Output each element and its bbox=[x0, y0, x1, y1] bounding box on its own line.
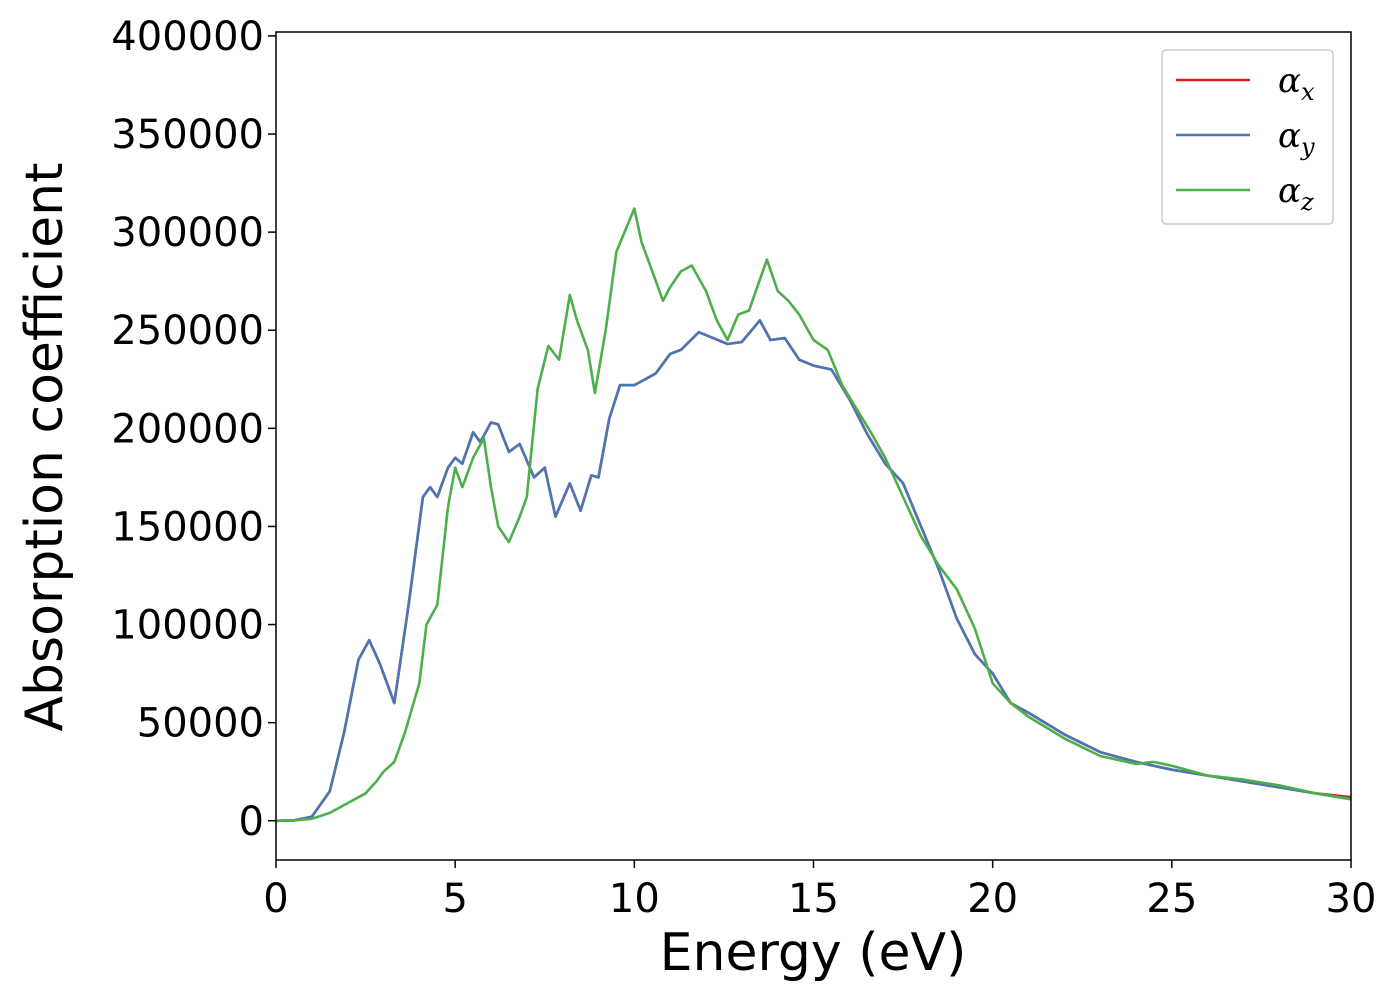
y-axis-label: Absorption coefficient bbox=[15, 162, 75, 731]
series-line-z bbox=[275, 207, 1352, 823]
series-line-x bbox=[275, 319, 1352, 823]
x-tick-label: 30 bbox=[1326, 876, 1377, 922]
y-tick-label: 50000 bbox=[137, 701, 264, 747]
y-tick-label: 150000 bbox=[111, 504, 264, 550]
y-tick-label: 300000 bbox=[111, 210, 264, 256]
y-tick-label: 200000 bbox=[111, 406, 264, 452]
x-tick-label: 25 bbox=[1146, 876, 1197, 922]
x-tick-label: 20 bbox=[967, 876, 1018, 922]
x-tick-label: 5 bbox=[442, 876, 467, 922]
series-line-y bbox=[275, 319, 1352, 823]
ticks-layer: 0 5 10 15 20 25 30 0 50000 100000 150000 200000 2500… bbox=[111, 14, 1376, 922]
series-layer bbox=[275, 207, 1352, 823]
y-tick-label: 250000 bbox=[111, 308, 264, 354]
x-tick-label: 10 bbox=[609, 876, 660, 922]
y-tick-label: 350000 bbox=[111, 112, 264, 158]
x-tick-label: 0 bbox=[263, 876, 288, 922]
legend-frame bbox=[1161, 49, 1334, 225]
y-tick-label: 100000 bbox=[111, 603, 264, 649]
x-axis-label: Energy (eV) bbox=[660, 923, 967, 983]
y-tick-label: 0 bbox=[239, 799, 264, 845]
y-tick-label: 400000 bbox=[111, 14, 264, 60]
x-tick-label: 15 bbox=[788, 876, 839, 922]
